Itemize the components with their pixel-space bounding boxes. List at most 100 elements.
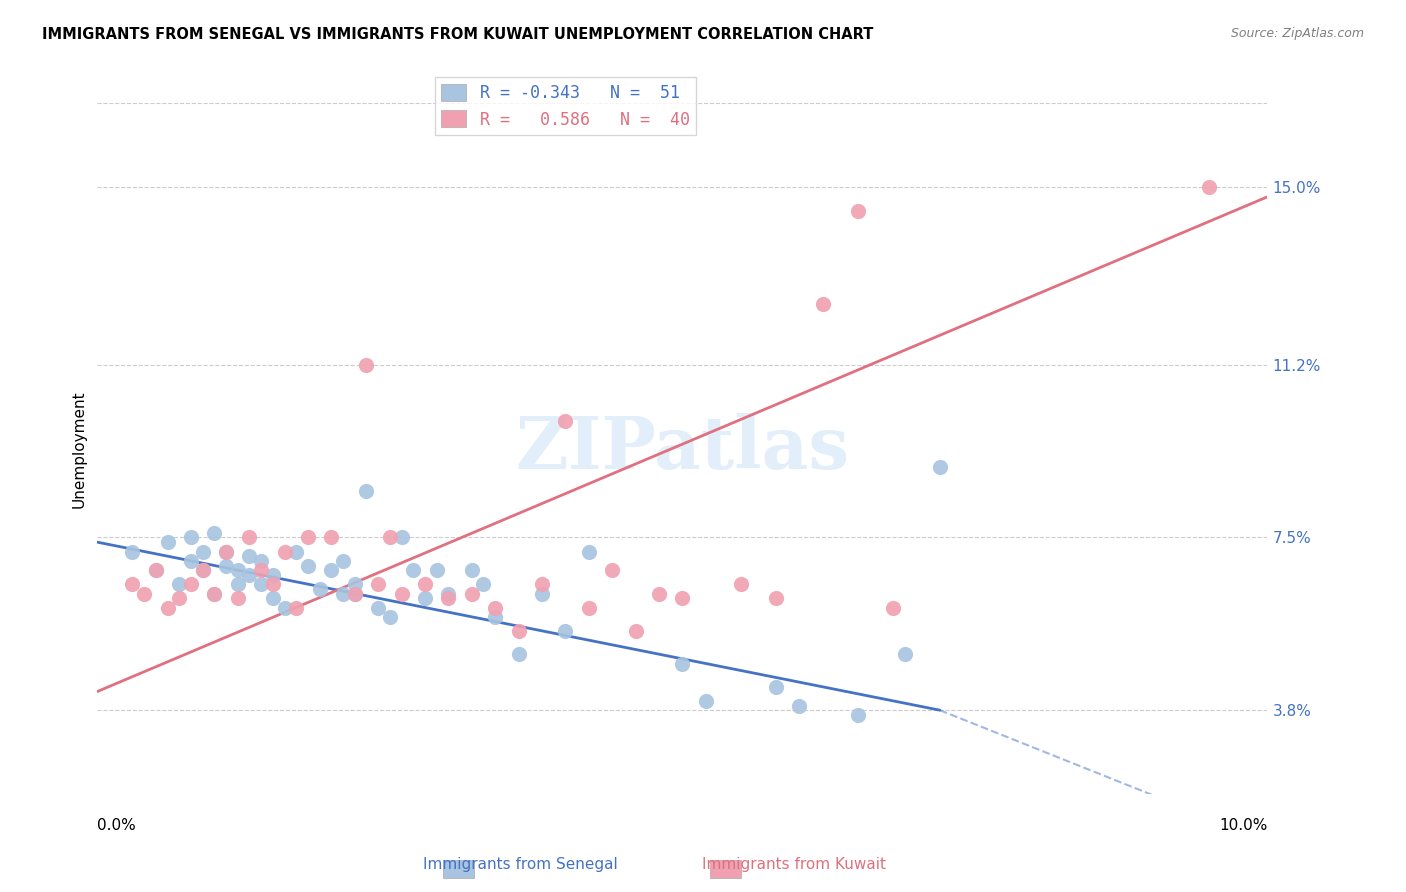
Point — [343, 577, 366, 591]
Point — [297, 531, 319, 545]
Point — [730, 577, 752, 591]
Point — [484, 610, 506, 624]
Point — [648, 586, 671, 600]
Point — [202, 586, 225, 600]
Point — [765, 591, 787, 606]
Point — [437, 586, 460, 600]
Point — [250, 563, 273, 577]
Point — [167, 577, 190, 591]
Point — [624, 624, 647, 638]
Point — [378, 531, 401, 545]
Point — [578, 600, 600, 615]
Point — [893, 647, 915, 661]
Point — [226, 577, 249, 591]
Point — [508, 624, 530, 638]
Point — [250, 554, 273, 568]
Point — [202, 586, 225, 600]
Point — [134, 586, 156, 600]
Text: IMMIGRANTS FROM SENEGAL VS IMMIGRANTS FROM KUWAIT UNEMPLOYMENT CORRELATION CHART: IMMIGRANTS FROM SENEGAL VS IMMIGRANTS FR… — [42, 27, 873, 42]
Point — [472, 577, 495, 591]
Point — [238, 549, 260, 564]
Point — [402, 563, 425, 577]
Point — [121, 577, 143, 591]
Point — [191, 563, 214, 577]
Point — [554, 624, 576, 638]
Text: Immigrants from Senegal: Immigrants from Senegal — [423, 857, 617, 872]
Point — [508, 647, 530, 661]
Point — [215, 544, 238, 558]
Point — [426, 563, 449, 577]
Point — [145, 563, 167, 577]
Point — [180, 554, 202, 568]
Point — [180, 577, 202, 591]
Point — [285, 600, 308, 615]
Point — [156, 600, 179, 615]
Point — [343, 586, 366, 600]
Point — [332, 586, 354, 600]
Text: ZIPatlas: ZIPatlas — [516, 413, 849, 484]
Point — [321, 563, 343, 577]
Point — [191, 563, 214, 577]
Point — [367, 600, 389, 615]
Point — [413, 577, 436, 591]
Point — [695, 694, 717, 708]
Text: Immigrants from Kuwait: Immigrants from Kuwait — [703, 857, 886, 872]
Point — [145, 563, 167, 577]
Point — [250, 577, 273, 591]
Point — [391, 586, 413, 600]
Point — [285, 544, 308, 558]
Legend: R = -0.343   N =  51, R =   0.586   N =  40: R = -0.343 N = 51, R = 0.586 N = 40 — [434, 78, 696, 136]
Point — [215, 558, 238, 573]
Point — [882, 600, 904, 615]
Point — [156, 535, 179, 549]
Point — [928, 460, 950, 475]
Point — [578, 544, 600, 558]
Point — [273, 600, 295, 615]
Point — [356, 358, 378, 372]
Point — [262, 591, 284, 606]
Point — [461, 586, 484, 600]
Point — [367, 577, 389, 591]
Point — [167, 591, 190, 606]
Point — [846, 707, 869, 722]
Point — [121, 544, 143, 558]
Point — [671, 657, 693, 671]
Point — [554, 414, 576, 428]
Point — [180, 531, 202, 545]
Point — [378, 610, 401, 624]
Point — [321, 531, 343, 545]
Point — [1198, 180, 1220, 194]
Point — [391, 531, 413, 545]
Point — [238, 531, 260, 545]
Point — [215, 544, 238, 558]
Point — [308, 582, 330, 596]
Point — [600, 563, 623, 577]
Point — [297, 558, 319, 573]
Point — [332, 554, 354, 568]
Point — [273, 544, 295, 558]
Point — [226, 563, 249, 577]
Text: Source: ZipAtlas.com: Source: ZipAtlas.com — [1230, 27, 1364, 40]
Point — [413, 591, 436, 606]
Y-axis label: Unemployment: Unemployment — [72, 390, 86, 508]
Point — [262, 567, 284, 582]
Point — [226, 591, 249, 606]
Point — [811, 297, 834, 311]
Point — [356, 483, 378, 498]
Point — [671, 591, 693, 606]
Point — [530, 586, 553, 600]
Point — [484, 600, 506, 615]
Text: 10.0%: 10.0% — [1219, 818, 1267, 832]
Point — [202, 525, 225, 540]
Point — [437, 591, 460, 606]
Point — [846, 203, 869, 218]
Point — [191, 544, 214, 558]
Point — [343, 586, 366, 600]
Point — [262, 577, 284, 591]
Point — [238, 567, 260, 582]
Point — [530, 577, 553, 591]
Text: 0.0%: 0.0% — [97, 818, 136, 832]
Point — [789, 698, 811, 713]
Point — [461, 563, 484, 577]
Point — [765, 680, 787, 694]
